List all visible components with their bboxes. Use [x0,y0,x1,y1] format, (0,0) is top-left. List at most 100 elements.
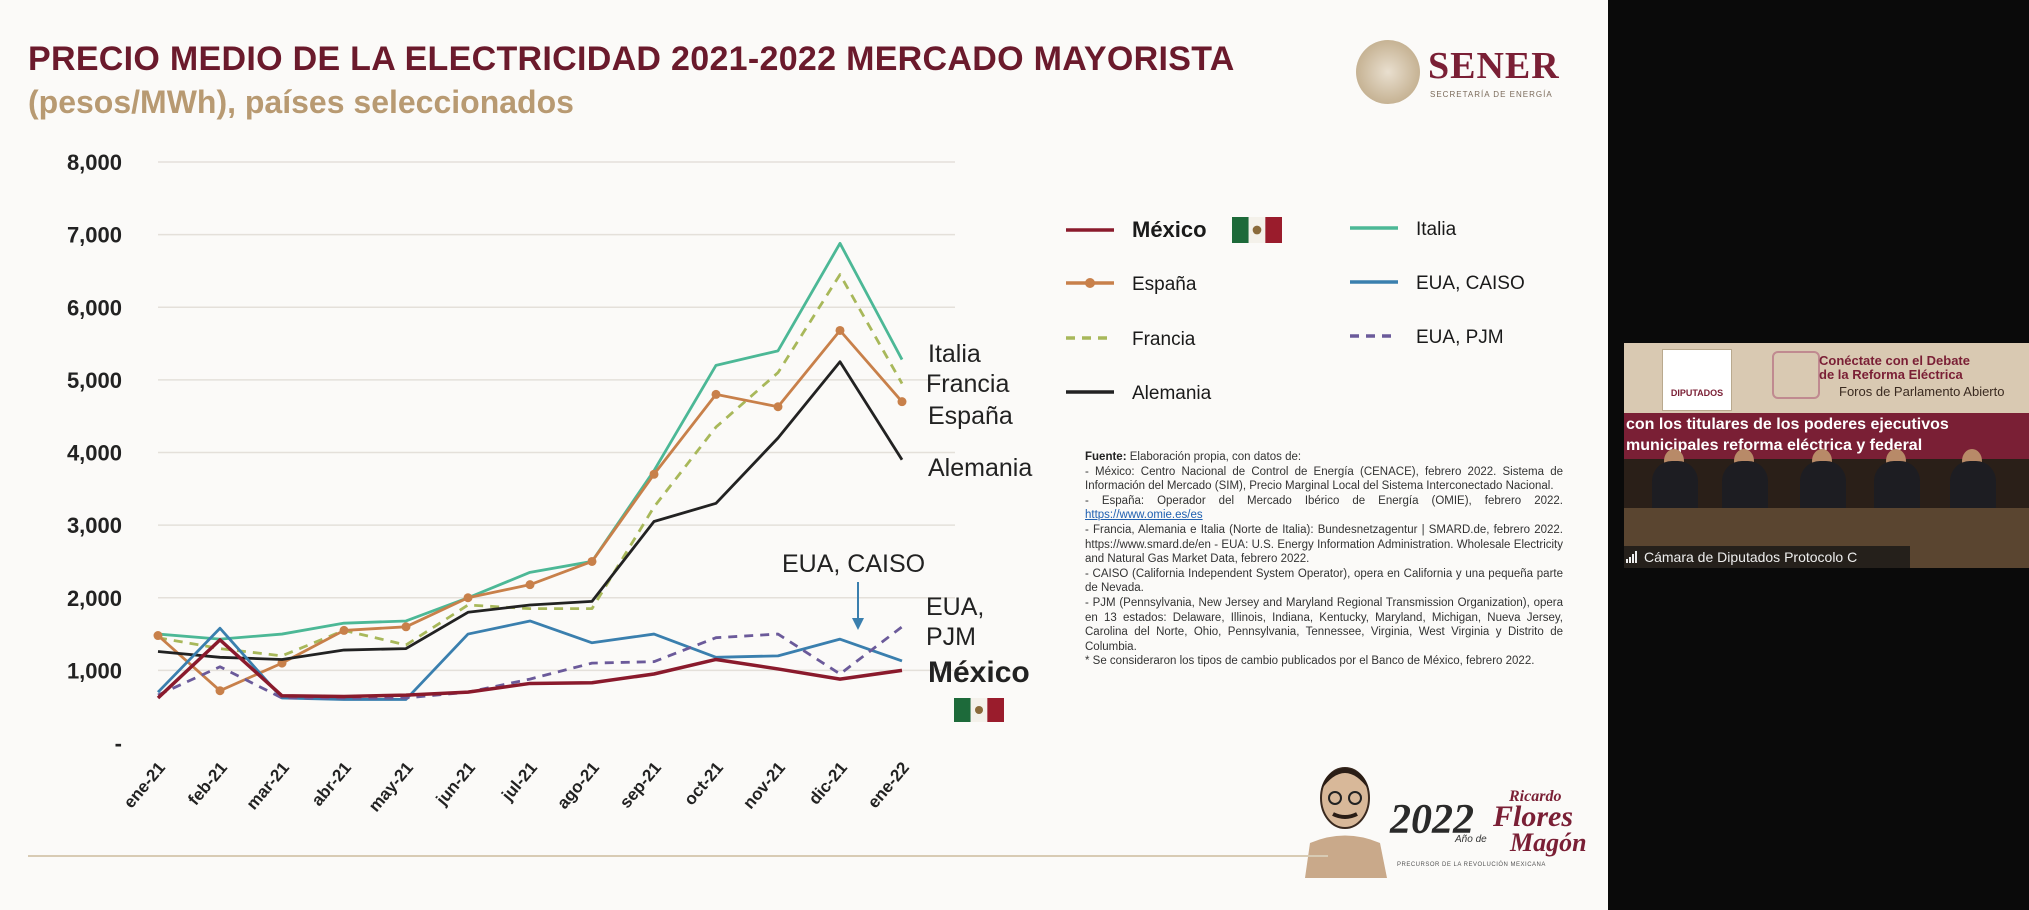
video-band-line-1: con los titulares de los poderes ejecuti… [1626,416,1949,433]
legend-label: Francia [1132,329,1196,350]
video-feed-thumbnail[interactable]: DIPUTADOS Conéctate con el Debate de la … [1624,343,2029,568]
anniversary-banner: 2022 Ricardo Flores Año de Magón PRECURS… [1295,748,1595,878]
diputados-logo-text: DIPUTADOS [1670,388,1724,398]
banner-name-magon: Magón [1510,828,1587,857]
mexico-flag-icon-red [987,698,1004,722]
source-line-tipo-cambio: * Se consideraron los tipos de cambio pu… [1085,655,1535,668]
caiso-pointer-arrowhead [852,618,864,630]
data-point [587,556,597,566]
x-tick-label: ene-21 [120,758,169,811]
chart-subtitle: (pesos/MWh), países seleccionados [28,84,574,120]
legend-label: EUA, PJM [1416,327,1504,348]
x-tick-label: mar-21 [243,758,293,813]
banner-subtitle: PRECURSOR DE LA REVOLUCIÓN MEXICANA [1397,862,1546,868]
source-notes: Fuente: Elaboración propia, con datos de… [1085,450,1563,669]
legend-mexico-flag-icon-red [1265,217,1282,243]
video-headline-1: Conéctate con el Debate [1819,353,1970,368]
y-tick-label: 4,000 [67,441,122,466]
video-caption: Cámara de Diputados Protocolo C [1644,549,1858,565]
y-tick-label: 2,000 [67,586,122,611]
x-tick-label: oct-21 [680,758,727,809]
mexico-flag-icon-emblem [975,706,983,714]
series-end-label: EUA, [926,593,984,621]
source-line-pjm: - PJM (Pennsylvania, New Jersey and Mary… [1085,596,1563,653]
data-point [463,593,473,603]
series-end-label: Italia [928,340,981,368]
series-end-label: Francia [926,370,1009,398]
x-tick-label: sep-21 [616,758,665,811]
sener-logo-text: SENER [1428,45,1560,87]
sener-logo-subtitle: SECRETARÍA DE ENERGÍA [1430,90,1553,99]
video-band-line-2: municipales reforma eléctrica y federal [1626,437,1923,454]
series-line [156,638,903,700]
series-end-label: Alemania [928,454,1032,482]
chart-series [153,241,907,701]
diputados-logo: DIPUTADOS [1662,349,1732,411]
debate-icon [1772,351,1820,399]
x-tick-label: jul-21 [497,758,541,805]
x-tick-label: dic-21 [805,758,851,808]
source-line-mexico: - México: Centro Nacional de Control de … [1085,465,1563,493]
x-tick-label: feb-21 [184,758,231,809]
panelist [1950,461,1996,513]
panelist [1800,461,1846,513]
x-axis: ene-21 feb-21 mar-21 abr-21 may-21 jun-21 jul-… [120,758,913,815]
x-tick-label: ago-21 [553,758,603,812]
source-line-espana: - España: Operador del Mercado Ibérico d… [1085,494,1563,507]
slide: PRECIO MEDIO DE LA ELECTRICIDAD 2021-202… [0,0,1608,910]
x-tick-label: abr-21 [308,758,355,809]
banner-year: 2022 [1390,797,1474,843]
omie-link[interactable]: https://www.omie.es/es [1085,509,1203,522]
panelist [1722,461,1768,513]
chart-grid [158,161,955,672]
legend-mexico-flag-icon-emblem [1252,225,1262,235]
y-axis: 8,000 7,000 6,000 5,000 4,000 3,000 2,000 1,000… [67,150,122,756]
chart-legend: México Italia España EUA, CAISO Francia EUA, … [1066,217,1525,404]
banner-ano: Año de [1455,834,1487,845]
y-tick-label: 8,000 [67,150,122,175]
x-tick-label: ene-22 [864,758,913,811]
y-tick-label: 5,000 [67,368,122,393]
data-point [649,469,659,479]
legend-marker [1085,278,1095,288]
seal-icon [1356,40,1420,104]
series-line [157,625,903,700]
line-chart: 8,000 7,000 6,000 5,000 4,000 3,000 2,000 1,000… [67,150,1525,815]
data-point [153,631,163,641]
banner-name-flores: Flores [1493,800,1574,833]
panelist [1874,461,1920,513]
video-headline-3: Foros de Parlamento Abierto [1839,384,2005,399]
x-tick-label: jun-21 [432,758,479,809]
legend-label: España [1132,274,1197,295]
data-point [773,402,783,412]
series-line [157,360,904,661]
y-tick-label: - [115,731,122,756]
y-tick-label: 1,000 [67,658,122,683]
legend-label: EUA, CAISO [1416,273,1525,294]
sener-logo: SENER SECRETARÍA DE ENERGÍA [1356,40,1576,110]
mexico-flag-icon-green [954,698,971,722]
source-line-caiso: - CAISO (California Independent System O… [1085,567,1563,595]
series-line [156,619,903,701]
legend-label: México [1132,217,1207,242]
video-headline-2: de la Reforma Eléctrica [1819,367,1963,382]
data-point [215,686,225,696]
data-point [711,389,721,399]
series-line [157,273,904,658]
series-end-label: España [928,402,1013,430]
y-tick-label: 3,000 [67,513,122,538]
panelist [1652,461,1698,513]
banner-name-ricardo: Ricardo [1509,788,1562,805]
data-point [401,622,411,632]
series-end-label: EUA, CAISO [782,550,925,578]
source-heading: Fuente: [1085,451,1127,463]
legend-label: Italia [1416,219,1457,240]
caption-bar [1624,546,1910,568]
x-tick-label: nov-21 [739,758,789,812]
portrait-illustration [1305,767,1387,878]
data-point [277,658,287,668]
x-tick-label: may-21 [365,758,417,815]
series-line [157,329,904,693]
series-end-label: México [928,656,1030,689]
